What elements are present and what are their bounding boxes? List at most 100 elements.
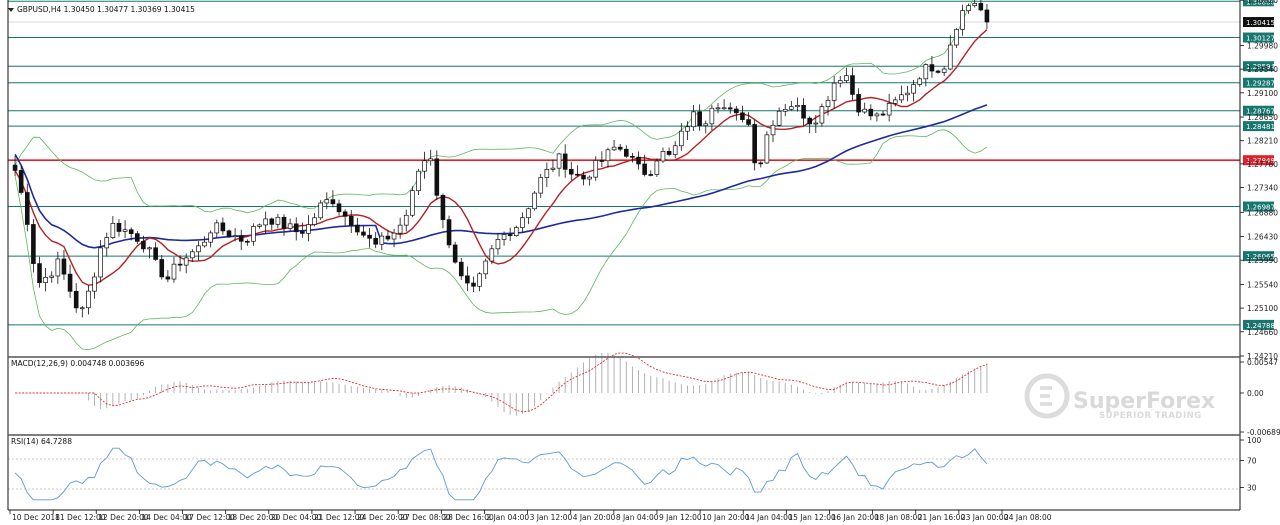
current-price-label: 1.30415 xyxy=(1246,19,1275,27)
time-tick-label: 10 Dec 2018 xyxy=(12,513,60,522)
candle xyxy=(630,153,635,163)
candle xyxy=(935,69,941,74)
candle xyxy=(55,251,61,284)
time-tick-label: 18 Jan 08:00 xyxy=(875,513,923,522)
macd-histogram xyxy=(87,352,988,416)
price-tick-label: 1.29100 xyxy=(1247,89,1278,98)
logo-tagline: SUPERIOR TRADING xyxy=(1099,411,1202,421)
candle xyxy=(18,165,24,195)
panel-borders xyxy=(7,0,1241,511)
candle xyxy=(342,209,348,226)
candle xyxy=(183,253,189,274)
candle xyxy=(734,105,739,121)
candle xyxy=(306,215,311,242)
candle xyxy=(379,232,385,251)
candle xyxy=(446,215,452,249)
candle xyxy=(526,207,531,225)
time-tick-label: 24 Jan 08:00 xyxy=(1004,513,1052,522)
candle xyxy=(465,266,470,292)
candle xyxy=(562,144,568,178)
candle xyxy=(67,264,73,298)
candle xyxy=(251,223,256,246)
candle xyxy=(587,175,592,186)
candle xyxy=(483,258,489,280)
candle xyxy=(691,104,696,131)
candle xyxy=(831,76,837,109)
price-tick-label: 1.25100 xyxy=(1247,304,1278,313)
candle xyxy=(721,99,727,110)
candle xyxy=(550,159,556,172)
price-tick-label: 1.24660 xyxy=(1247,328,1278,337)
candle xyxy=(862,102,867,114)
candle xyxy=(165,270,171,283)
level-tag-label: 1.29594 xyxy=(1246,63,1275,71)
candle xyxy=(648,170,654,177)
candle xyxy=(318,200,323,221)
candle xyxy=(416,168,421,196)
level-tag: 1.26065 xyxy=(1243,251,1275,262)
candle xyxy=(538,173,544,198)
upper-band-line xyxy=(14,0,974,214)
candle xyxy=(568,161,574,181)
candle xyxy=(12,156,18,177)
price-axis: 1.30820 1.29980 1.29540 1.29100 1.28650 1.282… xyxy=(1240,0,1278,361)
candles xyxy=(12,0,990,318)
candle xyxy=(727,102,733,114)
candle xyxy=(208,230,213,248)
superforex-logo: SuperForex SUPERIOR TRADING xyxy=(1024,373,1215,421)
candle xyxy=(984,4,990,30)
candle xyxy=(43,267,48,292)
candle xyxy=(159,255,165,280)
candle xyxy=(428,149,434,166)
candle xyxy=(31,219,36,273)
candle xyxy=(917,76,923,87)
time-tick-label: 16 Jan 20:00 xyxy=(831,513,879,522)
price-tick-label: 1.26880 xyxy=(1247,208,1278,217)
candle xyxy=(434,150,440,201)
candle xyxy=(232,228,238,242)
chevron-down-icon[interactable] xyxy=(8,8,14,12)
candle xyxy=(880,110,886,117)
candle xyxy=(813,115,819,133)
moving-averages xyxy=(14,29,988,286)
candle xyxy=(660,147,666,164)
candle xyxy=(226,229,232,239)
candle xyxy=(905,85,910,102)
candle xyxy=(715,103,721,114)
candle xyxy=(703,120,709,134)
candle xyxy=(385,230,391,242)
rsi-line xyxy=(14,447,988,501)
candle xyxy=(807,116,812,134)
candle xyxy=(929,56,935,78)
macd-axis: 0.00547 0.00 -0.00689 xyxy=(1240,358,1280,437)
candle xyxy=(672,141,678,159)
candle xyxy=(49,271,55,283)
candle xyxy=(776,107,782,127)
level-tag-label: 1.29287 xyxy=(1246,80,1275,88)
candle xyxy=(324,192,330,210)
candle xyxy=(513,225,519,237)
candle xyxy=(764,131,770,164)
candle xyxy=(422,151,427,179)
candle xyxy=(617,143,623,152)
time-tick-label: 10 Jan 20:00 xyxy=(702,513,750,522)
time-tick-label: 14 Jan 04:00 xyxy=(745,513,793,522)
price-tick-label: 1.25540 xyxy=(1247,280,1278,289)
candle xyxy=(348,209,354,233)
candle xyxy=(355,217,360,236)
level-tag: 1.27848 xyxy=(1243,155,1275,166)
time-tick-label: 14 Dec 04:00 xyxy=(141,513,192,522)
candle xyxy=(886,93,892,122)
candle xyxy=(801,98,806,126)
candle xyxy=(850,67,855,101)
candle xyxy=(507,227,513,241)
candle xyxy=(257,223,262,229)
candle xyxy=(458,258,464,280)
candle xyxy=(740,105,745,123)
candle xyxy=(636,151,641,170)
level-tag-label: 1.26987 xyxy=(1246,204,1275,212)
candle xyxy=(361,225,366,238)
time-tick-label: 4 Jan 20:00 xyxy=(573,513,616,522)
candle xyxy=(287,218,293,232)
macd-tick-label: 0.00 xyxy=(1247,389,1264,398)
